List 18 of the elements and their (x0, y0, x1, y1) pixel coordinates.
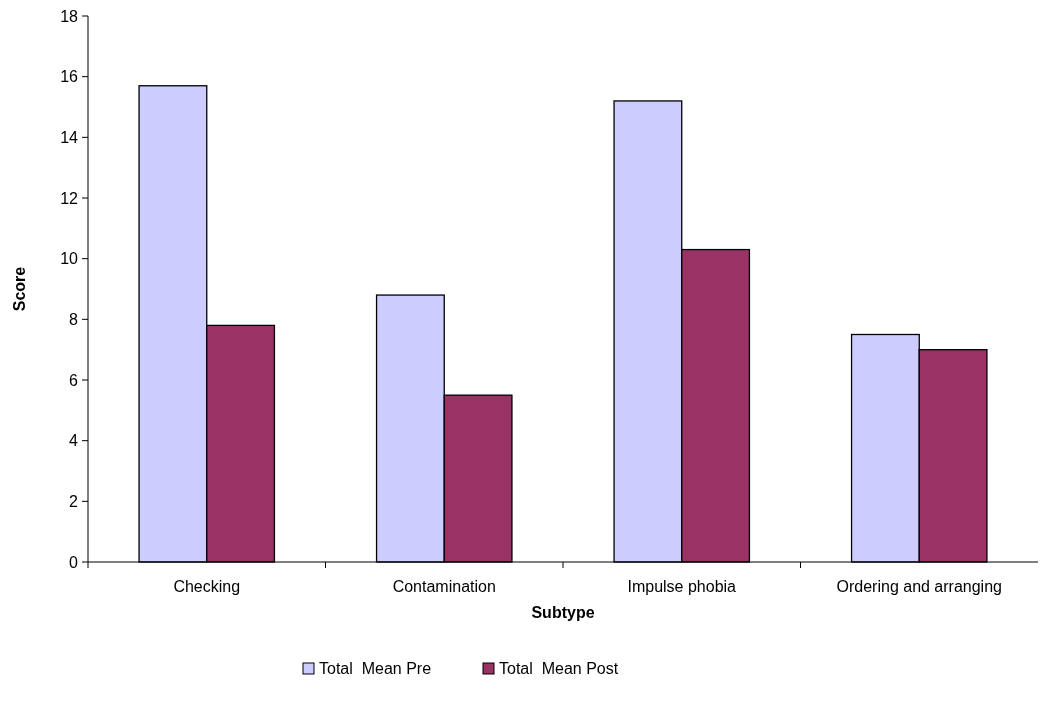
x-tick-label: Impulse phobia (627, 578, 737, 595)
y-tick-label: 6 (69, 371, 79, 389)
x-axis-title: Subtype (531, 604, 595, 621)
y-tick-label: 8 (69, 310, 79, 328)
x-tick-label: Checking (173, 578, 241, 595)
y-tick-label: 14 (60, 128, 79, 146)
x-tick-label: Contamination (392, 578, 496, 595)
y-tick-label: 16 (60, 68, 79, 86)
y-tick-label: 4 (69, 432, 79, 450)
y-axis-title: Score (11, 266, 28, 312)
y-tick-label: 12 (60, 189, 79, 207)
y-tick-label: 18 (60, 7, 79, 25)
legend-label: Total Mean Pre (319, 660, 432, 677)
y-tick-label: 10 (60, 250, 79, 268)
y-tick-label: 0 (69, 553, 79, 571)
y-tick-label: 2 (69, 492, 79, 510)
legend-label: Total Mean Post (499, 660, 619, 677)
x-tick-label: Ordering and arranging (836, 578, 1002, 595)
